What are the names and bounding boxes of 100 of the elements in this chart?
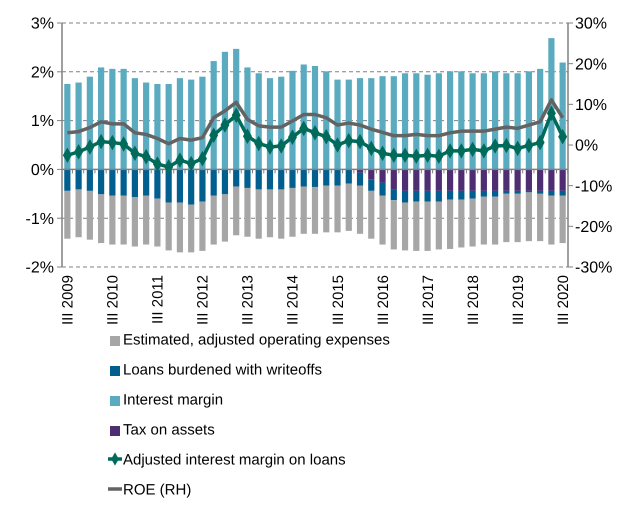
legend-label: Tax on assets (123, 421, 215, 438)
y-tick-label: 2% (30, 64, 54, 82)
bar (503, 169, 510, 191)
bar (76, 189, 82, 238)
bar (278, 189, 284, 239)
bar (526, 192, 532, 242)
bar (176, 169, 184, 203)
bar (199, 202, 206, 251)
bar (323, 186, 330, 232)
bar (233, 169, 240, 186)
bar (470, 198, 476, 247)
bar (188, 204, 194, 252)
bar (514, 169, 521, 191)
bar (379, 169, 386, 183)
bar (323, 169, 330, 186)
bar (312, 169, 318, 187)
legend-label: Adjusted interest margin on loans (123, 451, 346, 468)
bar (143, 196, 150, 245)
bar (492, 169, 498, 191)
bar (402, 169, 408, 191)
bar (436, 202, 442, 250)
bar (436, 190, 442, 202)
bar (346, 184, 352, 231)
bar (266, 189, 274, 238)
bar (480, 190, 487, 197)
bar (154, 169, 160, 199)
x-tick-label: III 2014 (284, 275, 302, 326)
legend-label: Loans burdened with writeoffs (123, 361, 322, 378)
y-tick-label: 1% (30, 113, 54, 130)
bar (346, 169, 352, 184)
y-tick-label: -1% (26, 210, 54, 228)
bar (188, 169, 194, 205)
bar (210, 169, 217, 196)
bar (300, 186, 307, 234)
bar (492, 196, 498, 245)
x-tick-label: III 2013 (240, 275, 257, 326)
bar (334, 169, 341, 186)
bar (402, 202, 408, 250)
bar (76, 169, 82, 190)
bar (120, 169, 127, 196)
y2-tick-label: 0% (575, 138, 598, 155)
bar (424, 202, 431, 251)
bar (300, 169, 307, 186)
bar (222, 169, 228, 194)
bar (289, 188, 296, 237)
x-tick-label: III 2018 (464, 275, 482, 326)
bar (480, 169, 487, 191)
bar (244, 169, 251, 188)
bar (390, 200, 397, 250)
bar (356, 186, 364, 234)
bar (413, 202, 420, 251)
bar (424, 169, 431, 191)
y2-tick-label: -30% (575, 260, 612, 277)
bar (64, 190, 70, 239)
bar (120, 196, 127, 245)
bar (548, 190, 554, 196)
x-tick-label: III 2019 (510, 275, 527, 326)
bar (436, 169, 442, 191)
bar (64, 169, 70, 191)
bar (143, 169, 150, 196)
legend-label: ROE (RH) (123, 481, 192, 498)
legend-label: Interest margin (123, 391, 224, 408)
bar (492, 190, 498, 197)
bar (560, 169, 566, 191)
bar (132, 197, 138, 247)
bar (470, 190, 476, 199)
bar (98, 169, 104, 194)
bar (537, 190, 544, 194)
y-tick-label: 3% (30, 16, 54, 33)
bar (368, 169, 374, 180)
bar (132, 169, 138, 198)
bar (86, 190, 93, 240)
x-tick-label: III 2010 (104, 275, 122, 326)
bar (560, 196, 566, 244)
bar (176, 202, 184, 252)
y-tick-label: -2% (26, 260, 54, 277)
bar (548, 169, 554, 191)
bar (312, 186, 318, 234)
bar (368, 190, 374, 239)
bar (266, 169, 274, 190)
line-series (66, 98, 564, 146)
bar (413, 169, 420, 191)
y-tick-label: 0% (30, 162, 54, 179)
y2-tick-label: -10% (575, 178, 612, 196)
bar (526, 169, 532, 191)
bar (503, 194, 510, 242)
bar (166, 202, 172, 250)
bar (458, 190, 464, 200)
bar (458, 200, 464, 248)
bar (514, 194, 521, 242)
bar (210, 196, 217, 245)
x-tick-label: III 2016 (374, 275, 392, 326)
bar (446, 169, 454, 191)
x-tick-label: III 2017 (420, 275, 437, 326)
x-tick-label: III 2011 (150, 275, 167, 324)
x-tick-label: III 2009 (60, 275, 77, 326)
bar (560, 190, 566, 196)
legend-label: Estimated, adjusted operating expenses (123, 331, 390, 348)
y2-tick-label: 10% (575, 96, 608, 114)
bar (503, 190, 510, 194)
